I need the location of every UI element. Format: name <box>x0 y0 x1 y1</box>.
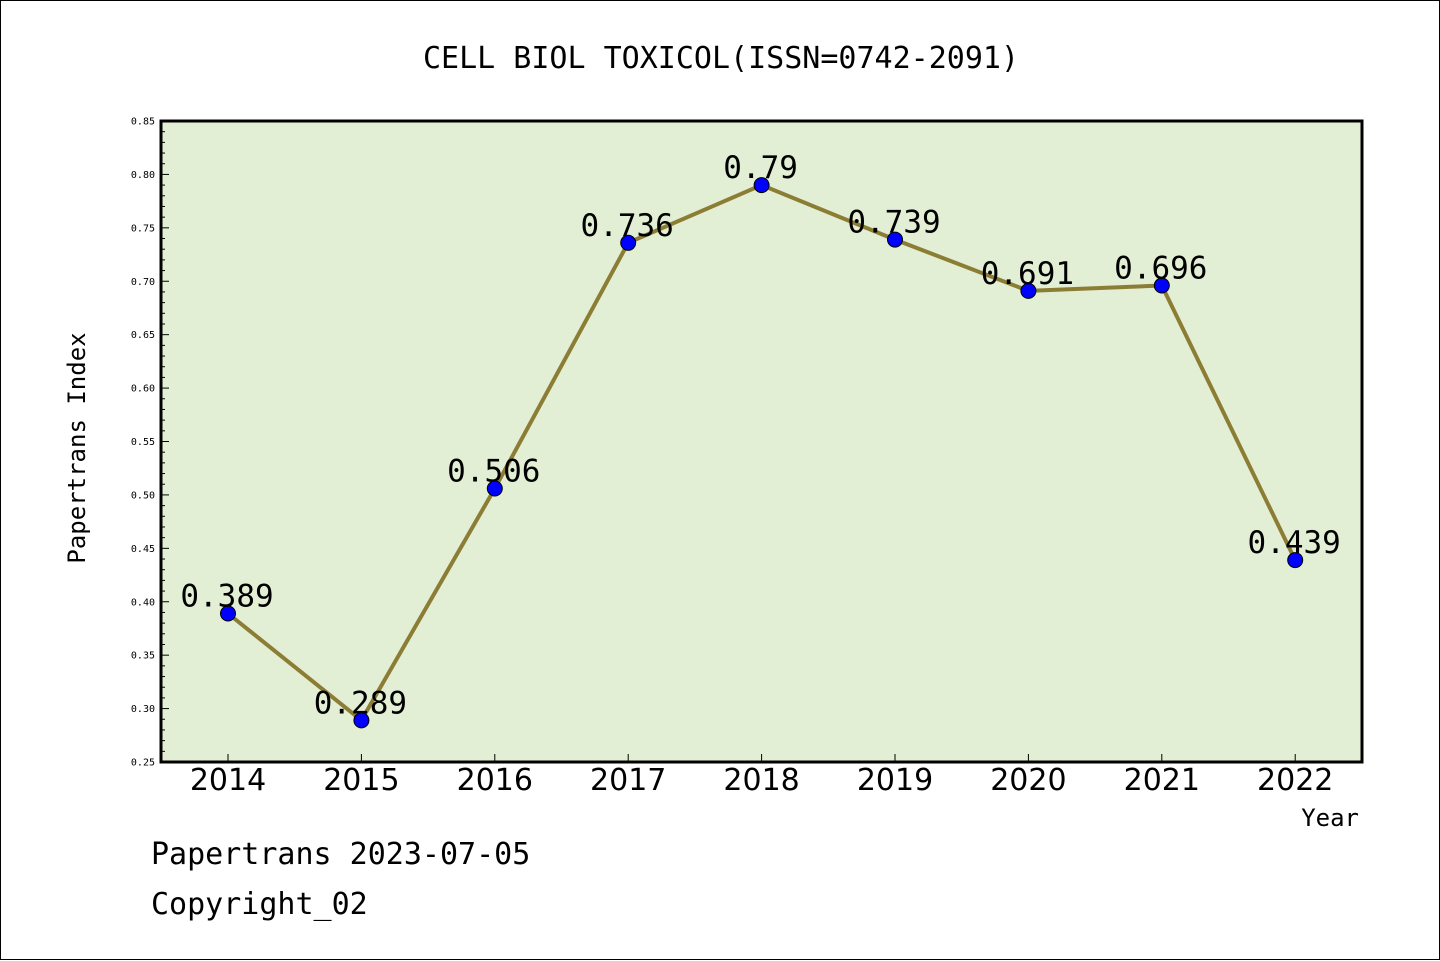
y-axis-title: Papertrans Index <box>63 332 91 563</box>
data-label: 0.389 <box>180 579 273 615</box>
data-label: 0.696 <box>1114 251 1207 287</box>
y-tick-label: 0.85 <box>131 117 155 128</box>
y-tick-label: 0.70 <box>131 277 155 288</box>
x-tick-label: 2020 <box>990 763 1066 798</box>
x-tick-label: 2014 <box>190 763 266 798</box>
data-label: 0.79 <box>723 150 798 186</box>
data-label: 0.289 <box>314 685 407 721</box>
x-tick-label: 2022 <box>1257 763 1333 798</box>
x-tick-label: 2021 <box>1124 763 1200 798</box>
data-label: 0.439 <box>1248 525 1341 561</box>
data-point <box>753 177 770 194</box>
series-group <box>220 177 1304 729</box>
x-tick-label: 2017 <box>590 763 666 798</box>
data-point <box>220 605 236 622</box>
y-tick-label: 0.25 <box>131 758 155 769</box>
y-tick-label: 0.50 <box>131 490 155 501</box>
data-point <box>486 480 503 497</box>
data-point <box>620 234 637 251</box>
x-tick-label: 2019 <box>857 763 933 798</box>
data-point <box>1287 552 1304 569</box>
data-point <box>1153 277 1170 294</box>
y-tick-label: 0.75 <box>131 223 155 234</box>
x-tick-label: 2015 <box>323 763 399 798</box>
y-axis: 0.25 0.30 0.35 0.40 0.45 0.50 0.55 0.60 0.65 0.70… <box>131 117 169 769</box>
y-tick-label: 0.30 <box>131 704 155 715</box>
x-axis: 2014 2015 2016 2017 2018 2019 2020 2021 2022 <box>190 754 1333 798</box>
data-label: 0.739 <box>847 205 940 241</box>
chart-title: CELL BIOL TOXICOL(ISSN=0742-2091) <box>423 41 1019 76</box>
data-point <box>887 231 903 248</box>
y-tick-label: 0.60 <box>131 384 155 395</box>
data-point <box>1020 282 1037 299</box>
footer-date: Papertrans 2023-07-05 <box>151 837 531 872</box>
data-label: 0.506 <box>447 454 540 490</box>
plot-area <box>159 119 1364 764</box>
y-tick-label: 0.45 <box>131 544 155 555</box>
y-tick-label: 0.65 <box>131 330 155 341</box>
x-tick-label: 2018 <box>723 763 799 798</box>
y-tick-label: 0.40 <box>131 597 155 608</box>
x-axis-title: Year <box>1301 804 1359 832</box>
data-labels: 0.389 0.289 0.506 0.736 0.79 0.739 0.691 0.696 0… <box>180 150 1341 721</box>
footer-copyright: Copyright_02 <box>151 887 368 922</box>
data-point <box>353 712 370 729</box>
data-label: 0.691 <box>981 256 1074 292</box>
y-tick-label: 0.55 <box>131 437 155 448</box>
y-tick-label: 0.80 <box>131 170 155 181</box>
x-tick-label: 2016 <box>457 763 533 798</box>
y-tick-label: 0.35 <box>131 651 155 662</box>
data-label: 0.736 <box>581 208 674 244</box>
